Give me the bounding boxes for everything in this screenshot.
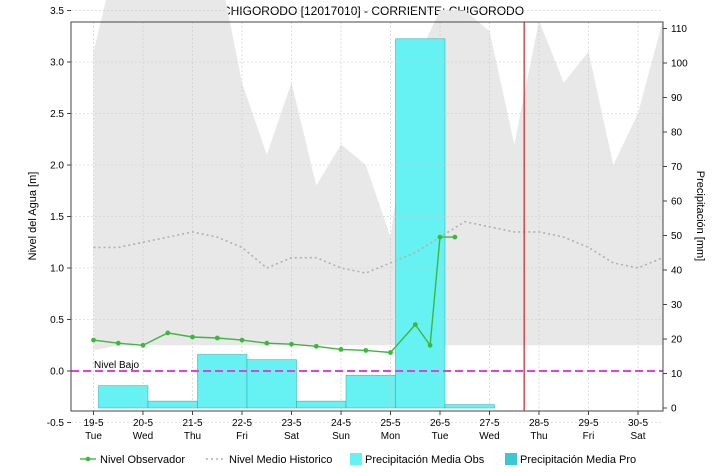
data-point [239,337,245,343]
y2-tick-label: 110 [671,24,687,35]
data-point [363,348,369,353]
series-line-historic [93,220,664,274]
x-tick-label: 21-5 [182,418,202,429]
y2-tick-label: 60 [671,197,683,208]
x-tick-day-label: Tue [432,431,449,442]
x-tick-day-label: Thu [184,431,201,442]
legend-swatch-precip-pro [505,453,517,465]
data-point [412,322,418,327]
data-point [289,341,294,347]
data-point [427,342,433,348]
x-tick-day-label: Thu [530,431,547,442]
x-tick-day-label: Fri [583,431,595,442]
legend-label-historic: Nivel Medio Historico [229,454,332,466]
x-tick-day-label: Mon [381,431,400,442]
y2-tick-label: 10 [671,369,683,380]
x-tick-day-label: Fri [236,431,248,442]
x-tick-day-label: Sun [332,431,350,442]
y2-axis-label: Precipitación [mm] [694,171,706,261]
historic-band [93,0,663,351]
precip-bar [197,354,248,409]
y-tick-label: 3.0 [50,58,64,69]
x-tick-day-label: Sat [284,431,299,442]
y2-tick-label: 90 [671,93,683,104]
legend: Nivel Observador Nivel Medio Historico Pre… [80,453,636,466]
x-tick-label: 26-5 [430,418,450,429]
legend-label-precip-obs: Precipitación Media Obs [365,454,485,466]
data-point [190,334,195,340]
x-tick-label: 25-5 [380,418,400,429]
legend-label-precip-pro: Precipitación Media Pro [520,454,636,466]
data-point [313,343,319,349]
x-tick-day-label: Sat [630,431,645,442]
y2-tick-label: 100 [671,59,688,70]
data-point [264,340,270,346]
y2-tick-label: 20 [671,335,683,346]
precip-bar [296,400,347,409]
data-point [452,234,458,240]
x-tick-label: 24-5 [331,418,351,429]
x-tick-label: 23-5 [281,418,301,429]
y-tick-label: -0.5 [47,418,65,429]
data-point [91,337,96,343]
y-tick-label: 1.0 [50,264,64,275]
y2-tick-label: 70 [671,162,683,173]
data-point [140,342,146,348]
data-point [388,350,393,355]
precip-bar [444,404,495,409]
legend-swatch-precip-obs [350,453,362,465]
legend-label-observed: Nivel Observador [100,454,185,466]
data-point [214,335,220,341]
x-tick-label: 22-5 [232,418,252,429]
x-tick-label: 30-5 [628,418,648,429]
precip-bar [98,385,149,409]
reference-line-label: Nivel Bajo [94,360,139,371]
y-tick-label: 0.5 [50,315,64,326]
x-tick-day-label: Tue [85,431,102,442]
y2-tick-label: 30 [671,300,683,311]
y-tick-label: 1.5 [50,212,64,223]
precip-bar [345,374,396,409]
x-tick-day-label: Wed [479,431,499,442]
y2-tick-label: 0 [671,404,677,415]
chart-title: CHIGORODO [12017010] - CORRIENTE: CHIGOR… [222,4,524,18]
data-point [165,330,171,336]
x-tick-label: 20-5 [133,418,153,429]
y-tick-label: 2.0 [50,161,64,172]
data-point [115,340,121,346]
precip-bar [246,359,297,409]
data-point [338,347,344,352]
y-tick-label: 3.5 [50,6,64,17]
y-tick-label: 2.5 [50,109,64,120]
x-tick-label: 19-5 [83,418,103,429]
x-tick-label: 27-5 [479,418,499,429]
y2-tick-label: 40 [671,266,683,277]
precip-bar [147,400,198,409]
x-tick-label: 29-5 [578,418,598,429]
precip-bar [395,38,446,409]
y-tick-label: 0.0 [50,367,64,378]
x-tick-label: 28-5 [529,418,549,429]
y2-tick-label: 80 [671,128,683,139]
data-point [437,234,443,240]
y-axis-label: Nivel del Agua [m] [27,172,39,261]
y2-tick-label: 50 [671,231,683,242]
x-tick-day-label: Wed [133,431,153,442]
legend-marker-observed [85,456,91,462]
